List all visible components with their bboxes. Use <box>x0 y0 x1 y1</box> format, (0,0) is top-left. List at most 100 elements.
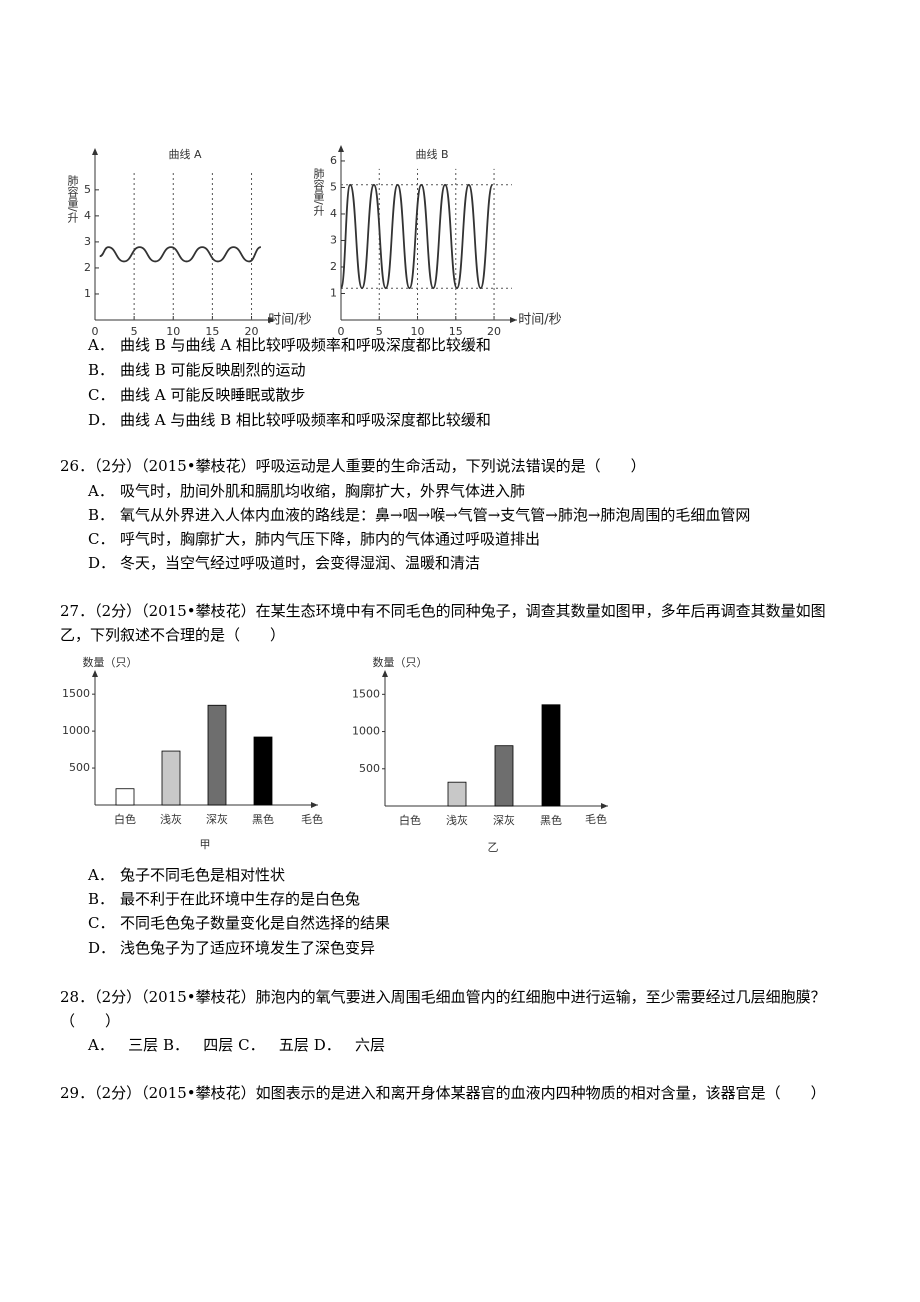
option-text: 不同毛色兔子数量变化是自然选择的结果 <box>120 914 391 932</box>
y-tick-label: 5 <box>330 180 337 193</box>
option-label: D． <box>88 554 116 572</box>
option-text: 冬天，当空气经过呼吸道时，会变得湿润、温暖和清洁 <box>120 554 481 572</box>
option: C． 曲线 A 可能反映睡眠或散步 <box>88 383 305 407</box>
option-text: 吸气时，肋间外肌和膈肌均收缩，胸廓扩大，外界气体进入肺 <box>120 482 526 500</box>
bar <box>207 704 227 806</box>
bar <box>447 781 467 807</box>
x-axis-label: 时间/秒 <box>268 313 311 328</box>
y-tick-label: 2 <box>330 260 337 273</box>
option-label: B． <box>88 506 115 524</box>
stem-text: 29．（2分）（2015•攀枝花）如图表示的是进入和离开身体某器官的血液内四种物… <box>60 1084 826 1102</box>
y-tick-label: 500 <box>359 762 380 775</box>
axis-arrow <box>601 803 608 809</box>
option-text: 四层 <box>203 1036 234 1054</box>
option-label: D． <box>88 939 116 957</box>
y-tick-label: 500 <box>69 761 90 774</box>
x-tick-label: 浅灰 <box>160 812 182 826</box>
axis-arrow <box>268 317 275 323</box>
y-axis-label: 数量（只） <box>83 656 138 669</box>
x-axis-label: 毛色 <box>301 812 323 826</box>
option-label: D． <box>313 1036 341 1054</box>
y-tick-label: 3 <box>84 235 91 248</box>
axis-arrow <box>311 802 318 808</box>
y-tick-label: 1 <box>84 287 91 300</box>
bar <box>541 704 561 807</box>
x-tick-label: 10 <box>166 325 180 338</box>
option-text: 兔子不同毛色是相对性状 <box>120 866 286 884</box>
option: B． 曲线 B 可能反映剧烈的运动 <box>88 358 306 382</box>
option: B． 氧气从外界进入人体内血液的路线是：鼻→咽→喉→气管→支气管→肺泡→肺泡周围的… <box>88 503 750 527</box>
y-tick-label: 1 <box>330 286 337 299</box>
question-stem: 29．（2分）（2015•攀枝花）如图表示的是进入和离开身体某器官的血液内四种物… <box>60 1081 826 1105</box>
x-tick-label: 黑色 <box>540 813 562 827</box>
option: B． 最不利于在此环境中生存的是白色兔 <box>88 887 360 911</box>
option-label: A． <box>88 482 114 500</box>
option-label: C． <box>88 914 115 932</box>
y-tick-label: 1500 <box>352 687 380 700</box>
question-stem: 28．（2分）（2015•攀枝花）肺泡内的氧气要进入周围毛细血管内的红细胞中进行… <box>60 985 850 1033</box>
option-label: C． <box>88 530 115 548</box>
y-tick-label: 2 <box>84 261 91 274</box>
bar <box>115 788 135 806</box>
option: A． 吸气时，肋间外肌和膈肌均收缩，胸廓扩大，外界气体进入肺 <box>88 479 525 503</box>
option-text: 三层 <box>128 1036 159 1054</box>
stem-text: 27．（2分）（2015•攀枝花）在某生态环境中有不同毛色的同种兔子，调查其数量… <box>60 602 826 644</box>
chart-caption: 甲 <box>200 838 211 851</box>
option-label: C． <box>238 1036 265 1054</box>
axis-arrow <box>92 670 98 677</box>
x-tick-label: 20 <box>487 325 501 338</box>
bar <box>253 736 273 806</box>
option-text: 六层 <box>355 1036 386 1054</box>
axis-arrow <box>382 670 388 677</box>
option: D． 曲线 A 与曲线 B 相比较呼吸频率和呼吸深度都比较缓和 <box>88 408 491 432</box>
y-tick-label: 6 <box>330 154 337 167</box>
option: D． 冬天，当空气经过呼吸道时，会变得湿润、温暖和清洁 <box>88 551 480 575</box>
option: C． 呼气时，胸廓扩大，肺内气压下降，肺内的气体通过呼吸道排出 <box>88 527 540 551</box>
option-text: 曲线 B 与曲线 A 相比较呼吸频率和呼吸深度都比较缓和 <box>120 336 491 354</box>
x-axis-label: 毛色 <box>585 812 607 826</box>
y-tick-label: 1500 <box>62 687 90 700</box>
option: D． 浅色兔子为了适应环境发生了深色变异 <box>88 936 375 960</box>
x-tick-label: 0 <box>92 325 99 338</box>
curve <box>99 246 262 263</box>
x-tick-label: 黑色 <box>252 812 274 826</box>
chart-title: 曲线 A <box>168 147 201 161</box>
option-label: B． <box>162 1036 189 1054</box>
chart-title: 曲线 B <box>415 147 448 161</box>
option-label: D． <box>88 411 116 429</box>
option-text: 氧气从外界进入人体内血液的路线是：鼻→咽→喉→气管→支气管→肺泡→肺泡周围的毛细… <box>120 506 751 524</box>
x-tick-label: 10 <box>411 325 425 338</box>
bar <box>494 745 514 807</box>
y-tick-label: 4 <box>330 207 337 220</box>
stem-text: 26．（2分）（2015•攀枝花）呼吸运动是人重要的生命活动，下列说法错误的是（… <box>60 457 646 475</box>
bar <box>161 750 181 806</box>
x-tick-label: 深灰 <box>493 813 515 827</box>
question-stem: 26．（2分）（2015•攀枝花）呼吸运动是人重要的生命活动，下列说法错误的是（… <box>60 454 646 478</box>
option: A． 曲线 B 与曲线 A 相比较呼吸频率和呼吸深度都比较缓和 <box>88 333 491 357</box>
x-tick-label: 15 <box>449 325 463 338</box>
axis-arrow <box>92 148 98 155</box>
x-tick-label: 浅灰 <box>446 813 468 827</box>
x-tick-label: 0 <box>338 325 345 338</box>
y-tick-label: 3 <box>330 233 337 246</box>
option-text: 曲线 A 与曲线 B 相比较呼吸频率和呼吸深度都比较缓和 <box>120 411 491 429</box>
option-text: 最不利于在此环境中生存的是白色兔 <box>120 890 361 908</box>
y-axis-label: 肺容量/升 <box>312 168 325 217</box>
x-tick-label: 白色 <box>399 813 421 827</box>
x-axis-label: 时间/秒 <box>518 313 561 328</box>
x-tick-label: 20 <box>245 325 259 338</box>
stem-text: 28．（2分）（2015•攀枝花）肺泡内的氧气要进入周围毛细血管内的红细胞中进行… <box>60 988 826 1030</box>
y-axis-label: 数量（只） <box>373 656 428 669</box>
chart-caption: 乙 <box>488 841 499 854</box>
question-stem: 27．（2分）（2015•攀枝花）在某生态环境中有不同毛色的同种兔子，调查其数量… <box>60 599 850 647</box>
option-text: 五层 <box>278 1036 309 1054</box>
y-axis-label: 肺容量/升 <box>66 175 79 224</box>
option-text: 曲线 A 可能反映睡眠或散步 <box>120 386 306 404</box>
option-label: A． <box>88 336 114 354</box>
option-label: A． <box>88 866 114 884</box>
axis-arrow <box>338 145 344 152</box>
option: A． 兔子不同毛色是相对性状 <box>88 863 285 887</box>
curve <box>340 183 494 290</box>
